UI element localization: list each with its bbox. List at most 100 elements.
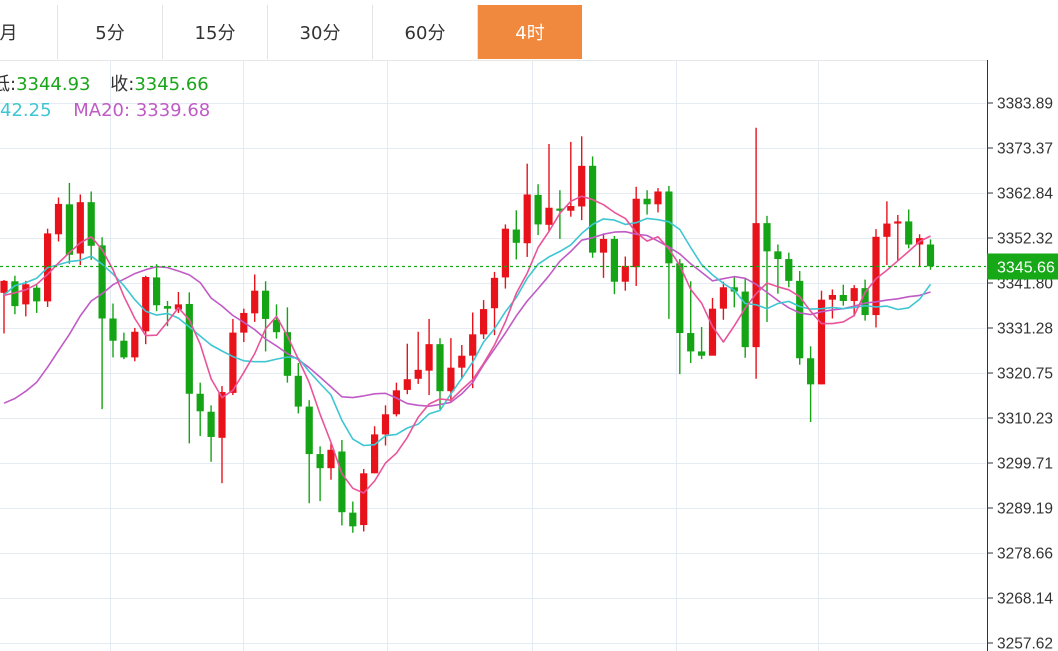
- candle: [578, 136, 586, 221]
- ma20-label: MA20:: [73, 100, 131, 121]
- candle: [698, 327, 706, 360]
- candle-body: [501, 228, 509, 278]
- candle: [632, 186, 640, 286]
- candle: [240, 308, 248, 343]
- chart-grid: [0, 60, 986, 651]
- candle-body: [349, 512, 357, 527]
- candle-body: [294, 375, 302, 407]
- candle: [447, 338, 455, 402]
- candle: [523, 163, 531, 257]
- candle-body: [480, 309, 488, 335]
- price-tick-label: 3373.37: [997, 140, 1053, 157]
- candle-body: [185, 303, 193, 394]
- candle-body: [621, 265, 629, 282]
- candle: [839, 284, 847, 306]
- candle: [687, 281, 695, 363]
- price-tick-label: 3299.71: [997, 456, 1053, 473]
- candle: [490, 271, 499, 336]
- candle-body: [272, 319, 281, 333]
- tab-30min[interactable]: 30分: [268, 5, 373, 59]
- candle-body: [926, 244, 935, 267]
- candle: [643, 190, 651, 215]
- candle-body: [556, 208, 564, 211]
- candle-body: [207, 411, 215, 437]
- candle: [610, 235, 618, 295]
- candle-body: [469, 334, 477, 356]
- candle: [894, 215, 902, 261]
- candle: [185, 292, 193, 444]
- candle: [272, 304, 281, 339]
- candle-body: [643, 198, 651, 205]
- candle-body: [392, 390, 400, 415]
- candle: [207, 405, 215, 462]
- candle: [828, 289, 836, 319]
- candle-body: [599, 238, 608, 253]
- tab-month[interactable]: 月: [0, 5, 58, 59]
- candle-body: [687, 333, 695, 352]
- candle-body: [719, 287, 727, 309]
- candle: [174, 291, 182, 313]
- candle-body: [763, 223, 771, 252]
- price-tick-label: 3341.80: [997, 276, 1053, 293]
- candle-body: [54, 203, 63, 235]
- candle: [283, 307, 291, 383]
- price-axis: 3383.89 3373.37 3362.84 3352.32 3341.80 3331.…: [987, 60, 1058, 651]
- tab-15min[interactable]: 15分: [163, 5, 268, 59]
- candle-body: [87, 202, 95, 246]
- candle-body: [578, 165, 586, 207]
- moving-average-lines: [3, 195, 932, 494]
- candle-body: [665, 191, 673, 264]
- candle: [349, 501, 357, 533]
- candle-body: [425, 344, 433, 371]
- ma10-value: 42.25: [0, 100, 52, 121]
- candle-body: [861, 288, 869, 316]
- candle-body: [839, 294, 847, 301]
- tab-5min[interactable]: 5分: [58, 5, 163, 59]
- candle-body: [817, 299, 826, 385]
- tab-4hour[interactable]: 4时: [478, 5, 582, 59]
- candle: [719, 281, 727, 320]
- candle-body: [142, 277, 150, 332]
- candle: [22, 280, 30, 317]
- candle: [131, 327, 139, 362]
- candle: [11, 275, 19, 315]
- candle-body: [327, 449, 335, 469]
- candle-body: [654, 191, 662, 205]
- candle: [676, 259, 684, 375]
- candle-body: [338, 451, 346, 513]
- candle-body: [120, 340, 128, 358]
- candle: [512, 210, 520, 260]
- candle-body: [610, 238, 618, 282]
- candle-body: [741, 291, 749, 348]
- candle: [850, 285, 858, 317]
- candle-body: [131, 331, 139, 358]
- candle: [741, 277, 749, 358]
- candle-body: [785, 259, 793, 281]
- candle: [54, 197, 63, 242]
- candle: [392, 382, 400, 417]
- candle-body: [0, 280, 8, 293]
- candle-body: [403, 379, 411, 390]
- candle-body: [589, 165, 597, 253]
- candle: [76, 194, 84, 266]
- tab-60min[interactable]: 60分: [373, 5, 478, 59]
- candle: [120, 332, 128, 360]
- candle: [883, 201, 891, 266]
- candle-body: [490, 277, 499, 309]
- ma-pink-line: [3, 195, 931, 494]
- candle: [142, 275, 150, 345]
- price-tick-label: 3383.89: [997, 96, 1053, 113]
- ma-cyan-line: [3, 217, 932, 447]
- candle-body: [65, 204, 73, 255]
- candle-body: [676, 263, 684, 334]
- price-tick-label: 3289.19: [997, 500, 1053, 517]
- candle-body: [360, 473, 368, 526]
- candle: [294, 362, 302, 414]
- candle: [65, 182, 73, 264]
- candle: [469, 312, 477, 389]
- timeframe-tab-bar: 月 5分 15分 30分 60分 4时: [0, 0, 1058, 61]
- price-tick-label: 3257.62: [997, 636, 1053, 651]
- candle: [567, 141, 575, 217]
- candle: [327, 443, 335, 480]
- candle: [621, 256, 629, 291]
